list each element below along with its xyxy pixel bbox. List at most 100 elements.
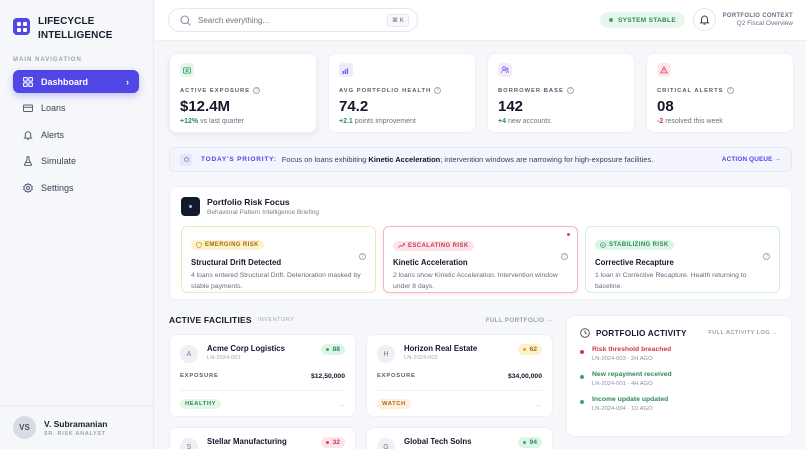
grid-icon [23,76,33,87]
status-badge: HEALTHY [180,399,222,409]
sidebar-item-label: Dashboard [41,76,89,87]
facility-card[interactable]: A Acme Corp Logistics LN-2024-001 88 EXPO… [169,334,356,417]
users-icon [498,63,512,77]
sidebar-item-dashboard[interactable]: Dashboard › [13,70,139,93]
avatar: VS [13,416,36,439]
status-dot-icon [580,375,584,379]
warning-icon [657,63,671,77]
sidebar-item-label: Loans [41,103,66,113]
brand-name: LIFECYCLE INTELLIGENCE [38,16,113,41]
activity-item[interactable]: Risk threshold breached LN-2024-003 · 2H … [580,346,778,362]
help-icon[interactable]: ? [561,253,568,260]
status-dot-icon [609,18,613,22]
facility-card[interactable]: S Stellar Manufacturing 32 [169,427,356,449]
search-input[interactable] [198,15,387,25]
full-portfolio-link[interactable]: FULL PORTFOLIO → [485,316,553,324]
kpi-value: 08 [657,98,674,115]
help-icon[interactable]: ? [434,87,442,94]
facility-avatar: G [377,438,395,449]
main-navigation: Dashboard › Loans Alerts Simulate Settin… [13,70,139,203]
card-icon [23,103,33,113]
notifications-button[interactable] [693,8,716,31]
risk-badge: EMERGING RISK [191,240,264,250]
bell-icon [23,130,33,140]
section-tag: INVENTORY [257,317,295,323]
chevron-right-icon: › [126,76,129,87]
facility-avatar: H [377,345,395,363]
facilities-header: ACTIVE FACILITIES INVENTORY FULL PORTFOL… [169,315,553,325]
priority-label: TODAY'S PRIORITY: [201,156,277,163]
kpi-critical-alerts[interactable]: CRITICAL ALERTS? 08 -2 resolved this wee… [646,53,794,133]
health-score-badge: 94 [518,437,542,448]
status-dot-icon [580,400,584,404]
money-icon [180,63,194,77]
gear-icon [23,182,33,193]
section-title: Portfolio Risk Focus [207,197,290,207]
user-role: SR. RISK ANALYST [44,430,106,437]
kpi-value: $12.4M [180,98,231,115]
portfolio-activity: PORTFOLIO ACTIVITY FULL ACTIVITY LOG → R… [566,315,792,437]
arrow-right-icon[interactable]: → [337,399,345,409]
help-icon[interactable]: ? [726,87,734,94]
kpi-value: 74.2 [339,98,369,115]
kpi-borrower-base[interactable]: BORROWER BASE? 142 +4 new accounts [487,53,635,133]
target-icon [180,153,192,166]
kpi-value: 142 [498,98,524,115]
shortcut-hint: ⌘ K [387,13,409,27]
section-subtitle: Behavioral Pattern Intelligence Briefing [207,209,320,216]
help-icon[interactable]: ? [359,253,366,260]
health-score-badge: 62 [518,344,542,355]
risk-card-stabilizing[interactable]: STABILIZING RISK Corrective Recapture 1 … [585,226,780,293]
nav-section-label: MAIN NAVIGATION [13,57,82,63]
status-dot-icon [580,350,584,354]
risk-badge: STABILIZING RISK [595,240,674,250]
priority-banner: TODAY'S PRIORITY: Focus on loans exhibit… [169,147,792,172]
help-icon[interactable]: ? [566,87,574,94]
bell-icon [699,15,710,25]
portfolio-context: PORTFOLIO CONTEXT Q2 Fiscal Overview [722,13,793,27]
search-icon [180,14,191,26]
action-queue-link[interactable]: ACTION QUEUE → [721,156,781,163]
health-score-badge: 32 [321,437,345,448]
help-icon[interactable]: ? [253,87,261,94]
sidebar-item-label: Simulate [41,156,77,166]
facilities-grid: A Acme Corp Logistics LN-2024-001 88 EXPO… [169,334,553,449]
sidebar-item-simulate[interactable]: Simulate [13,150,139,173]
kpi-avg-portfolio-health[interactable]: AVG PORTFOLIO HEALTH? 74.2 +2.1 points i… [328,53,476,133]
user-name: V. Subramanian [44,418,108,429]
status-badge: WATCH [377,399,411,409]
sidebar-item-label: Alerts [41,129,65,140]
user-profile[interactable]: VS V. Subramanian SR. RISK ANALYST [0,405,154,449]
search-box[interactable]: ⌘ K [168,8,418,32]
facility-avatar: S [180,438,198,449]
help-icon[interactable]: ? [763,253,770,260]
shield-icon [196,242,202,248]
arrow-right-icon[interactable]: → [534,399,542,409]
activity-item[interactable]: Income update updated LN-2024-004 · 1D AG… [580,396,778,412]
facility-card[interactable]: G Global Tech Solns 94 [366,427,553,449]
clock-icon [580,328,590,338]
check-circle-icon [600,242,606,248]
activity-item[interactable]: New repayment received LN-2024-001 · 4H A… [580,371,778,387]
sidebar-item-settings[interactable]: Settings [13,176,139,199]
brand[interactable]: LIFECYCLE INTELLIGENCE [13,15,113,43]
full-activity-log-link[interactable]: FULL ACTIVITY LOG → [708,330,778,336]
sidebar-item-loans[interactable]: Loans [13,97,139,120]
risk-badge: ESCALATING RISK [393,240,474,251]
risk-card-escalating[interactable]: ESCALATING RISK Kinetic Acceleration 2 l… [383,226,578,293]
section-title: PORTFOLIO ACTIVITY [596,328,687,338]
brand-logo-icon [13,18,30,35]
kpi-cards: ACTIVE EXPOSURE? $12.4M +12% vs last qua… [169,53,794,133]
trending-up-icon [398,243,405,248]
health-score-badge: 88 [321,344,345,355]
kpi-active-exposure[interactable]: ACTIVE EXPOSURE? $12.4M +12% vs last qua… [169,53,317,133]
facility-avatar: A [180,345,198,363]
topbar: ⌘ K SYSTEM STABLE PORTFOLIO CONTEXT Q2 F… [155,0,806,41]
radar-icon [181,197,200,216]
section-title: ACTIVE FACILITIES [169,315,252,325]
sidebar-item-label: Settings [41,182,74,193]
flask-icon [23,156,33,166]
sidebar-item-alerts[interactable]: Alerts [13,123,139,146]
risk-card-emerging[interactable]: EMERGING RISK Structural Drift Detected … [181,226,376,293]
facility-card[interactable]: H Horizon Real Estate LN-2024-002 62 EXPO… [366,334,553,417]
